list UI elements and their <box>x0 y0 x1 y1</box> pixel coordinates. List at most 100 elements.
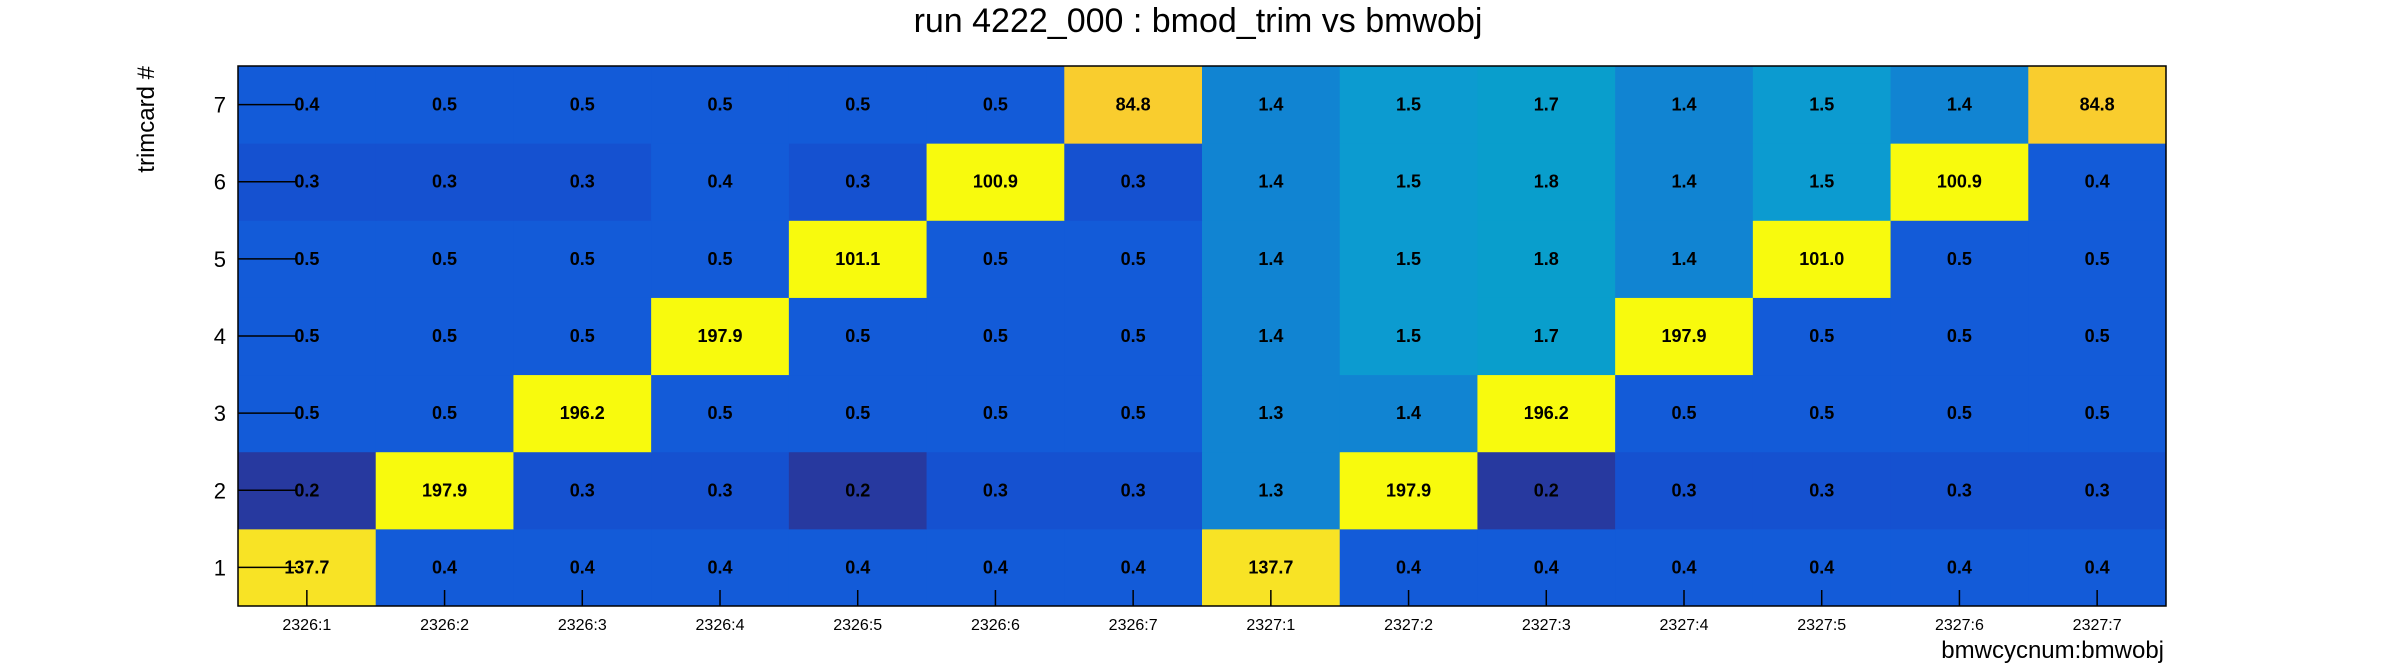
heatmap-cell <box>1477 220 1616 298</box>
cell-value-label: 0.4 <box>294 95 319 115</box>
heatmap-cell <box>651 220 790 298</box>
x-tick-label: 2327:4 <box>1660 617 1709 634</box>
heatmap-cell <box>1890 297 2029 376</box>
cell-value-label: 0.5 <box>2085 403 2110 423</box>
cell-value-label: 0.5 <box>1947 326 1972 346</box>
cell-value-label: 1.4 <box>1258 172 1283 192</box>
heatmap-cell <box>651 374 790 453</box>
x-axis-title: bmwcycnum:bmwobj <box>1941 637 2164 664</box>
cell-value-label: 0.5 <box>432 249 457 269</box>
x-tick-label: 2326:3 <box>558 617 607 634</box>
heatmap-cell <box>375 374 514 453</box>
cell-value-label: 0.4 <box>1121 557 1146 577</box>
heatmap-cell <box>1339 374 1478 453</box>
heatmap-cell <box>926 297 1065 376</box>
y-tick-label: 4 <box>214 324 226 349</box>
heatmap-cell <box>1477 374 1616 453</box>
cell-value-label: 1.8 <box>1534 172 1559 192</box>
heatmap-cell <box>2028 66 2167 144</box>
chart-title: run 4222_000 : bmod_trim vs bmwobj <box>914 2 1483 40</box>
heatmap-cell <box>1752 451 1892 530</box>
cell-value-label: 0.5 <box>570 326 595 346</box>
heatmap-cell <box>1752 66 1892 144</box>
cell-value-label: 0.4 <box>845 557 870 577</box>
heatmap-cell <box>1615 451 1754 530</box>
heatmap-cell <box>1615 374 1754 453</box>
cell-value-label: 0.2 <box>294 480 319 500</box>
heatmap-cell <box>788 297 928 376</box>
heatmap-cell-labels: 137.7 0.4 0.4 0.4 0.4 0.4 0.4 137.7 0.4 0.4 0.4 0.4… <box>284 95 2114 578</box>
heatmap-cell <box>926 374 1065 453</box>
x-tick-label: 2326:2 <box>420 617 469 634</box>
cell-value-label: 0.3 <box>1121 172 1146 192</box>
heatmap-cell <box>1064 451 1203 530</box>
cell-value-label: 0.2 <box>1534 480 1559 500</box>
heatmap-cell <box>1339 66 1478 144</box>
heatmap-cell <box>1615 220 1754 298</box>
cell-value-label: 1.4 <box>1671 95 1696 115</box>
heatmap-cell <box>1890 374 2029 453</box>
cell-value-label: 0.3 <box>1947 480 1972 500</box>
heatmap-cell <box>1890 143 2029 221</box>
cell-value-label: 0.3 <box>570 172 595 192</box>
cell-value-label: 0.5 <box>845 403 870 423</box>
y-tick-label: 2 <box>214 478 226 503</box>
cell-value-label: 0.4 <box>2085 557 2110 577</box>
heatmap-cell <box>375 451 514 530</box>
heatmap-cell <box>1339 143 1478 221</box>
cell-value-label: 1.7 <box>1534 95 1559 115</box>
heatmap-cell <box>1064 220 1203 298</box>
cell-value-label: 1.5 <box>1396 95 1421 115</box>
cell-value-label: 0.4 <box>2085 172 2110 192</box>
y-tick-label: 1 <box>214 555 226 580</box>
cell-value-label: 0.5 <box>845 95 870 115</box>
cell-value-label: 1.4 <box>1258 95 1283 115</box>
cell-value-label: 0.2 <box>845 480 870 500</box>
heatmap-cell <box>788 374 928 453</box>
heatmap-cell <box>1202 451 1341 530</box>
cell-value-label: 0.5 <box>707 249 732 269</box>
cell-value-label: 1.5 <box>1396 249 1421 269</box>
cell-value-label: 0.4 <box>432 557 457 577</box>
x-tick-label: 2326:6 <box>971 617 1020 634</box>
cell-value-label: 0.5 <box>1121 326 1146 346</box>
cell-value-label: 0.3 <box>432 172 457 192</box>
y-axis-title: trimcard # <box>133 65 160 172</box>
heatmap-cell <box>1064 143 1203 221</box>
heatmap-cell <box>926 220 1065 298</box>
heatmap-cell <box>2028 220 2167 298</box>
cell-value-label: 0.5 <box>570 95 595 115</box>
cell-value-label: 0.5 <box>845 326 870 346</box>
heatmap-cell <box>1890 220 2029 298</box>
cell-value-label: 1.8 <box>1534 249 1559 269</box>
cell-value-label: 0.5 <box>1121 403 1146 423</box>
heatmap-cell <box>1477 143 1616 221</box>
cell-value-label: 0.4 <box>1396 557 1421 577</box>
heatmap-cell <box>1339 451 1478 530</box>
heatmap-cell <box>513 297 652 376</box>
cell-value-label: 0.3 <box>1809 480 1834 500</box>
heatmap-cell <box>1064 374 1203 453</box>
cell-value-label: 0.4 <box>1534 557 1559 577</box>
cell-value-label: 1.4 <box>1258 326 1283 346</box>
cell-value-label: 1.4 <box>1671 172 1696 192</box>
cell-value-label: 0.3 <box>1671 480 1696 500</box>
x-tick-label: 2326:5 <box>833 617 882 634</box>
heatmap-cell <box>1064 66 1203 144</box>
heatmap-cell <box>2028 451 2167 530</box>
heatmap-cell <box>513 374 652 453</box>
cell-value-label: 1.3 <box>1258 403 1283 423</box>
heatmap-cell <box>1890 66 2029 144</box>
heatmap-cell <box>1064 297 1203 376</box>
heatmap-cell <box>788 66 928 144</box>
cell-value-label: 0.4 <box>1947 557 1972 577</box>
cell-value-label: 84.8 <box>1116 95 1151 115</box>
cell-value-label: 0.5 <box>432 95 457 115</box>
cell-value-label: 1.5 <box>1396 172 1421 192</box>
x-tick-label: 2327:7 <box>2073 617 2122 634</box>
heatmap-cell <box>1339 297 1478 376</box>
cell-value-label: 1.3 <box>1258 480 1283 500</box>
cell-value-label: 0.5 <box>294 403 319 423</box>
